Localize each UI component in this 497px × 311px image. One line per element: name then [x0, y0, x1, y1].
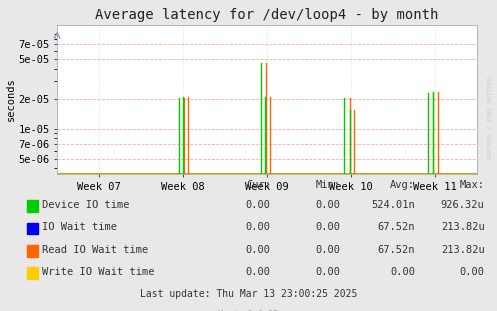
Text: Avg:: Avg:: [390, 180, 415, 190]
Text: Munin 2.0.57: Munin 2.0.57: [219, 310, 278, 311]
Text: IO Wait time: IO Wait time: [42, 222, 117, 232]
Text: RRDTOOL / TOBI OETIKER: RRDTOOL / TOBI OETIKER: [487, 77, 492, 160]
Title: Average latency for /dev/loop4 - by month: Average latency for /dev/loop4 - by mont…: [95, 8, 439, 22]
Text: Last update: Thu Mar 13 23:00:25 2025: Last update: Thu Mar 13 23:00:25 2025: [140, 289, 357, 299]
Text: 524.01n: 524.01n: [371, 200, 415, 210]
Text: 0.00: 0.00: [316, 267, 340, 277]
Text: Write IO Wait time: Write IO Wait time: [42, 267, 155, 277]
Text: Read IO Wait time: Read IO Wait time: [42, 245, 149, 255]
Text: 0.00: 0.00: [316, 245, 340, 255]
Text: 0.00: 0.00: [390, 267, 415, 277]
Text: 0.00: 0.00: [246, 245, 271, 255]
Text: 0.00: 0.00: [246, 222, 271, 232]
Text: 67.52n: 67.52n: [378, 222, 415, 232]
Text: Device IO time: Device IO time: [42, 200, 130, 210]
Text: Cur:: Cur:: [246, 180, 271, 190]
Text: 213.82u: 213.82u: [441, 222, 485, 232]
Text: Min:: Min:: [316, 180, 340, 190]
Text: 67.52n: 67.52n: [378, 245, 415, 255]
Text: 0.00: 0.00: [246, 267, 271, 277]
Y-axis label: seconds: seconds: [5, 78, 15, 121]
Text: 0.00: 0.00: [316, 222, 340, 232]
Text: 213.82u: 213.82u: [441, 245, 485, 255]
Text: 926.32u: 926.32u: [441, 200, 485, 210]
Text: 0.00: 0.00: [460, 267, 485, 277]
Text: Max:: Max:: [460, 180, 485, 190]
Text: 0.00: 0.00: [246, 200, 271, 210]
Text: 0.00: 0.00: [316, 200, 340, 210]
